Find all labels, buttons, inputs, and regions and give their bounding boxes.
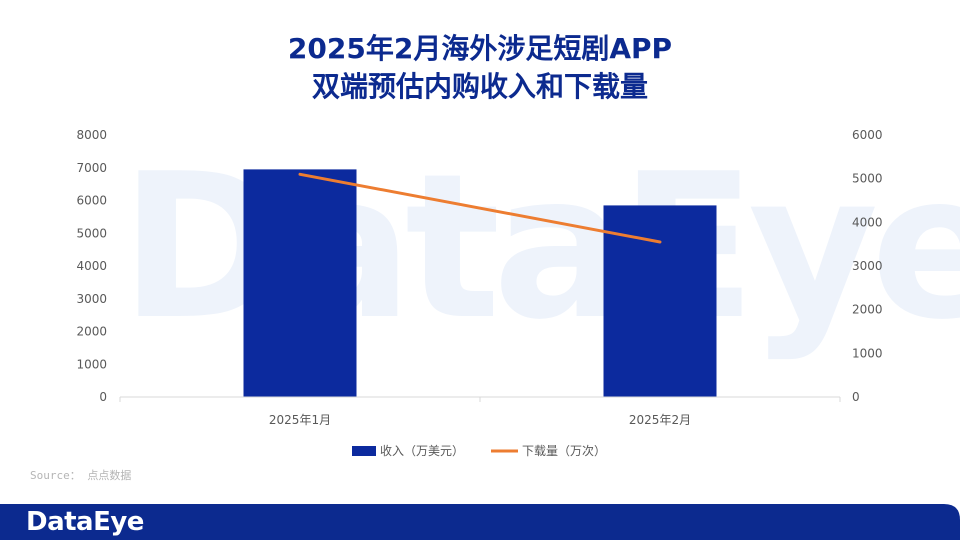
legend-label-line: 下载量（万次）: [522, 444, 606, 458]
title-line-2: 双端预估内购收入和下载量: [311, 70, 648, 103]
y-left-tick-label: 1000: [76, 357, 107, 371]
bar: [603, 205, 717, 397]
y-right-tick-label: 3000: [852, 259, 883, 273]
y-left-tick-label: 4000: [76, 259, 107, 273]
chart: 0 1000 2000 3000 4000 5000 6000 7000 8000 0 1000 20…: [76, 128, 883, 458]
line-series: [298, 172, 662, 244]
x-tick-label: 2025年2月: [629, 413, 691, 427]
y-left-tick-label: 2000: [76, 325, 107, 339]
legend-swatch-bar: [352, 446, 376, 456]
source-note: Source： 点点数据: [30, 469, 132, 482]
footer-bar: [0, 504, 960, 540]
legend-label-bar: 收入（万美元）: [380, 444, 464, 458]
y-left-tick-label: 3000: [76, 292, 107, 306]
chart-title: 2025年2月海外涉足短剧APP 双端预估内购收入和下载量: [0, 30, 960, 106]
y-left-tick-label: 7000: [76, 161, 107, 175]
y-right-tick-label: 0: [852, 390, 860, 404]
y-right-tick-label: 2000: [852, 303, 883, 317]
x-tick-label: 2025年1月: [269, 413, 331, 427]
y-right-tick-label: 1000: [852, 346, 883, 360]
y-left-tick-label: 5000: [76, 226, 107, 240]
y-left-tick-label: 0: [99, 390, 107, 404]
y-right-tick-label: 5000: [852, 172, 883, 186]
title-line-1: 2025年2月海外涉足短剧APP: [287, 32, 673, 65]
y-left-tick-label: 6000: [76, 194, 107, 208]
footer-logo: DataEye: [26, 507, 144, 537]
y-right-tick-label: 6000: [852, 128, 883, 142]
y-right-tick-label: 4000: [852, 215, 883, 229]
y-left-tick-label: 8000: [76, 128, 107, 142]
bar: [243, 169, 357, 397]
